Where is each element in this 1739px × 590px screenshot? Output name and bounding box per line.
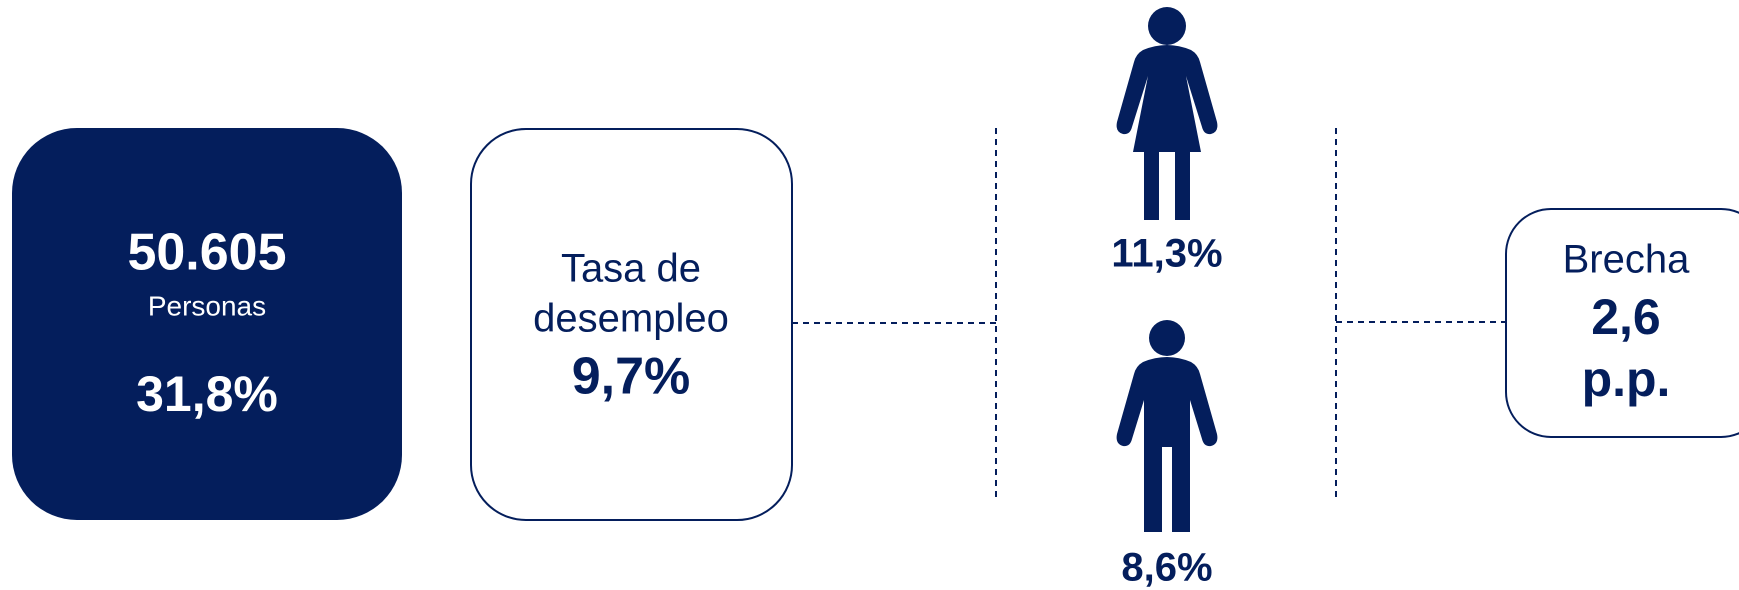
total-share: 31,8% xyxy=(136,366,278,422)
rate-label: desempleo xyxy=(533,297,729,341)
total-card xyxy=(12,128,402,520)
rate-card xyxy=(470,128,793,521)
gap-value: 2,6 xyxy=(1591,289,1661,345)
men-value: 8,6% xyxy=(1121,546,1212,590)
woman-icon xyxy=(1116,7,1218,220)
gap-unit: p.p. xyxy=(1582,351,1671,407)
gap-label: Brecha xyxy=(1563,238,1690,282)
total-value: 50.605 xyxy=(127,224,286,282)
total-unit: Personas xyxy=(148,290,266,321)
women-value: 11,3% xyxy=(1111,232,1222,276)
rate-label: Tasa de xyxy=(561,247,701,291)
rate-value: 9,7% xyxy=(572,348,691,406)
gap-card xyxy=(1505,208,1739,438)
man-icon xyxy=(1116,320,1218,532)
